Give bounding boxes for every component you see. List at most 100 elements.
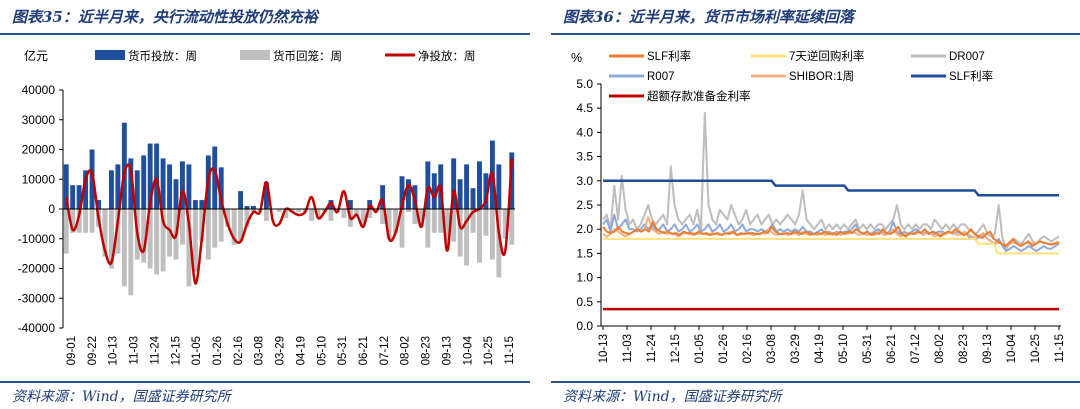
left-x-tick-label: 09-01 xyxy=(66,336,78,365)
right-x-tick-label: 12-15 xyxy=(670,334,682,363)
right-x-tick-label: 06-21 xyxy=(886,334,898,363)
injection-bar xyxy=(134,170,140,209)
injection-bar xyxy=(483,173,489,209)
withdrawal-bar xyxy=(393,209,398,233)
withdrawal-bar xyxy=(251,209,256,212)
left-legend-swatch-0 xyxy=(95,50,125,60)
right-y-unit-label: % xyxy=(571,51,582,65)
withdrawal-bar xyxy=(276,209,282,212)
left-x-tick-label: 05-10 xyxy=(316,336,328,365)
withdrawal-bar xyxy=(425,209,431,248)
withdrawal-bar xyxy=(406,209,411,212)
withdrawal-bar xyxy=(212,209,218,248)
right-x-tick-label: 02-16 xyxy=(742,334,754,363)
right-legend-label-1: 7天逆回购利率 xyxy=(789,49,864,63)
injection-bar xyxy=(167,164,172,209)
right-legend-label-3: R007 xyxy=(647,71,675,83)
injection-bar xyxy=(186,164,192,209)
left-x-tick-label: 12-15 xyxy=(170,336,182,365)
injection-bar xyxy=(263,182,269,209)
injection-bar xyxy=(470,188,476,209)
injection-bar xyxy=(70,185,76,209)
left-x-tick-label: 02-16 xyxy=(233,336,245,365)
withdrawal-bar xyxy=(115,209,121,254)
injection-bar xyxy=(96,200,101,209)
left-x-tick-label: 11-03 xyxy=(129,336,141,365)
right-title-rule xyxy=(551,33,1080,35)
right-x-tick-label: 03-29 xyxy=(790,334,802,363)
injection-bar xyxy=(328,200,334,209)
right-y-tick-label: 1.5 xyxy=(576,246,593,260)
injection-bar xyxy=(128,158,134,209)
withdrawal-bar xyxy=(218,209,224,242)
left-y-tick-label: 30000 xyxy=(22,113,56,127)
injection-bar xyxy=(477,161,482,209)
right-chart-title: 图表36：近半月来，货币市场利率延续回落 xyxy=(563,8,854,26)
withdrawal-bar xyxy=(154,209,160,275)
right-x-tick-label: 08-02 xyxy=(934,334,946,363)
withdrawal-bar xyxy=(489,209,495,260)
left-legend-label-1: 货币回笼：周 xyxy=(273,49,342,63)
withdrawal-bar xyxy=(399,209,405,248)
withdrawal-bar xyxy=(289,209,295,212)
money-market-rates-chart: % SLF利率 7天逆回购利率 DR007 R007 SHIBOR:1周 SLF利率超额存款… xyxy=(571,49,1066,363)
injection-bar xyxy=(141,155,147,209)
withdrawal-bar xyxy=(108,209,114,269)
withdrawal-bar xyxy=(70,209,76,233)
withdrawal-bar xyxy=(244,209,250,227)
right-x-tick-label: 10-25 xyxy=(1030,334,1042,363)
right-x-tick-label: 07-12 xyxy=(910,334,922,363)
right-source-rule xyxy=(551,381,1080,383)
right-y-tick-label: 2.0 xyxy=(576,222,593,236)
right-x-tick-label: 11-03 xyxy=(622,334,634,363)
left-y-unit-label: 亿元 xyxy=(24,48,48,63)
injection-bar xyxy=(347,200,353,209)
injection-bar xyxy=(509,152,515,209)
right-x-tick-label: 08-23 xyxy=(958,334,970,363)
withdrawal-bar xyxy=(444,209,450,251)
withdrawal-bar xyxy=(367,209,373,218)
left-title-rule xyxy=(0,33,530,35)
injection-bar xyxy=(451,158,457,209)
right-x-tick-label: 04-19 xyxy=(814,334,826,363)
right-x-tick-label: 03-08 xyxy=(766,334,778,363)
left-x-tick-label: 10-25 xyxy=(483,336,495,365)
withdrawal-bar xyxy=(160,209,166,272)
injection-bar xyxy=(173,179,179,209)
injection-bar xyxy=(399,176,405,209)
left-legend-label-0: 货币投放：周 xyxy=(128,49,197,63)
withdrawal-bar xyxy=(167,209,172,257)
withdrawal-bar xyxy=(141,209,147,263)
rate-line-slf--5 xyxy=(603,179,1059,197)
right-legend-label-0: SLF利率 xyxy=(647,49,691,63)
left-y-tick-label: -30000 xyxy=(18,291,56,305)
withdrawal-bar xyxy=(76,209,82,233)
withdrawal-bar xyxy=(147,209,153,269)
injection-bar xyxy=(244,206,250,209)
rate-line-slf--0 xyxy=(602,220,1060,248)
left-x-tick-label: 10-04 xyxy=(462,335,474,365)
left-source-rule xyxy=(0,381,530,383)
withdrawal-bar xyxy=(412,209,418,224)
withdrawal-bar xyxy=(102,209,108,257)
injection-bar xyxy=(121,122,127,209)
withdrawal-bar xyxy=(354,209,360,215)
left-x-tick-label: 07-12 xyxy=(379,336,391,365)
withdrawal-bar xyxy=(341,209,347,218)
injection-bar xyxy=(147,143,153,209)
right-y-tick-label: 1.0 xyxy=(576,271,593,285)
right-y-tick-label: 0.0 xyxy=(576,319,593,333)
right-x-tick-label: 01-26 xyxy=(718,334,730,363)
withdrawal-bar xyxy=(328,209,334,221)
right-legend-label-2: DR007 xyxy=(949,51,985,63)
withdrawal-bar xyxy=(121,209,127,287)
withdrawal-bar xyxy=(283,209,289,218)
injection-bar xyxy=(218,167,224,209)
right-x-tick-label: 10-04 xyxy=(1006,333,1018,363)
withdrawal-bar xyxy=(502,209,508,239)
injection-bar xyxy=(464,164,470,209)
right-y-tick-label: 3.5 xyxy=(576,150,593,164)
left-chart-title: 图表35：近半月来，央行流动性投放仍然充裕 xyxy=(12,8,318,26)
right-y-tick-label: 2.5 xyxy=(576,198,593,212)
right-source-note: 资料来源：Wind，国盛证券研究所 xyxy=(563,389,782,405)
